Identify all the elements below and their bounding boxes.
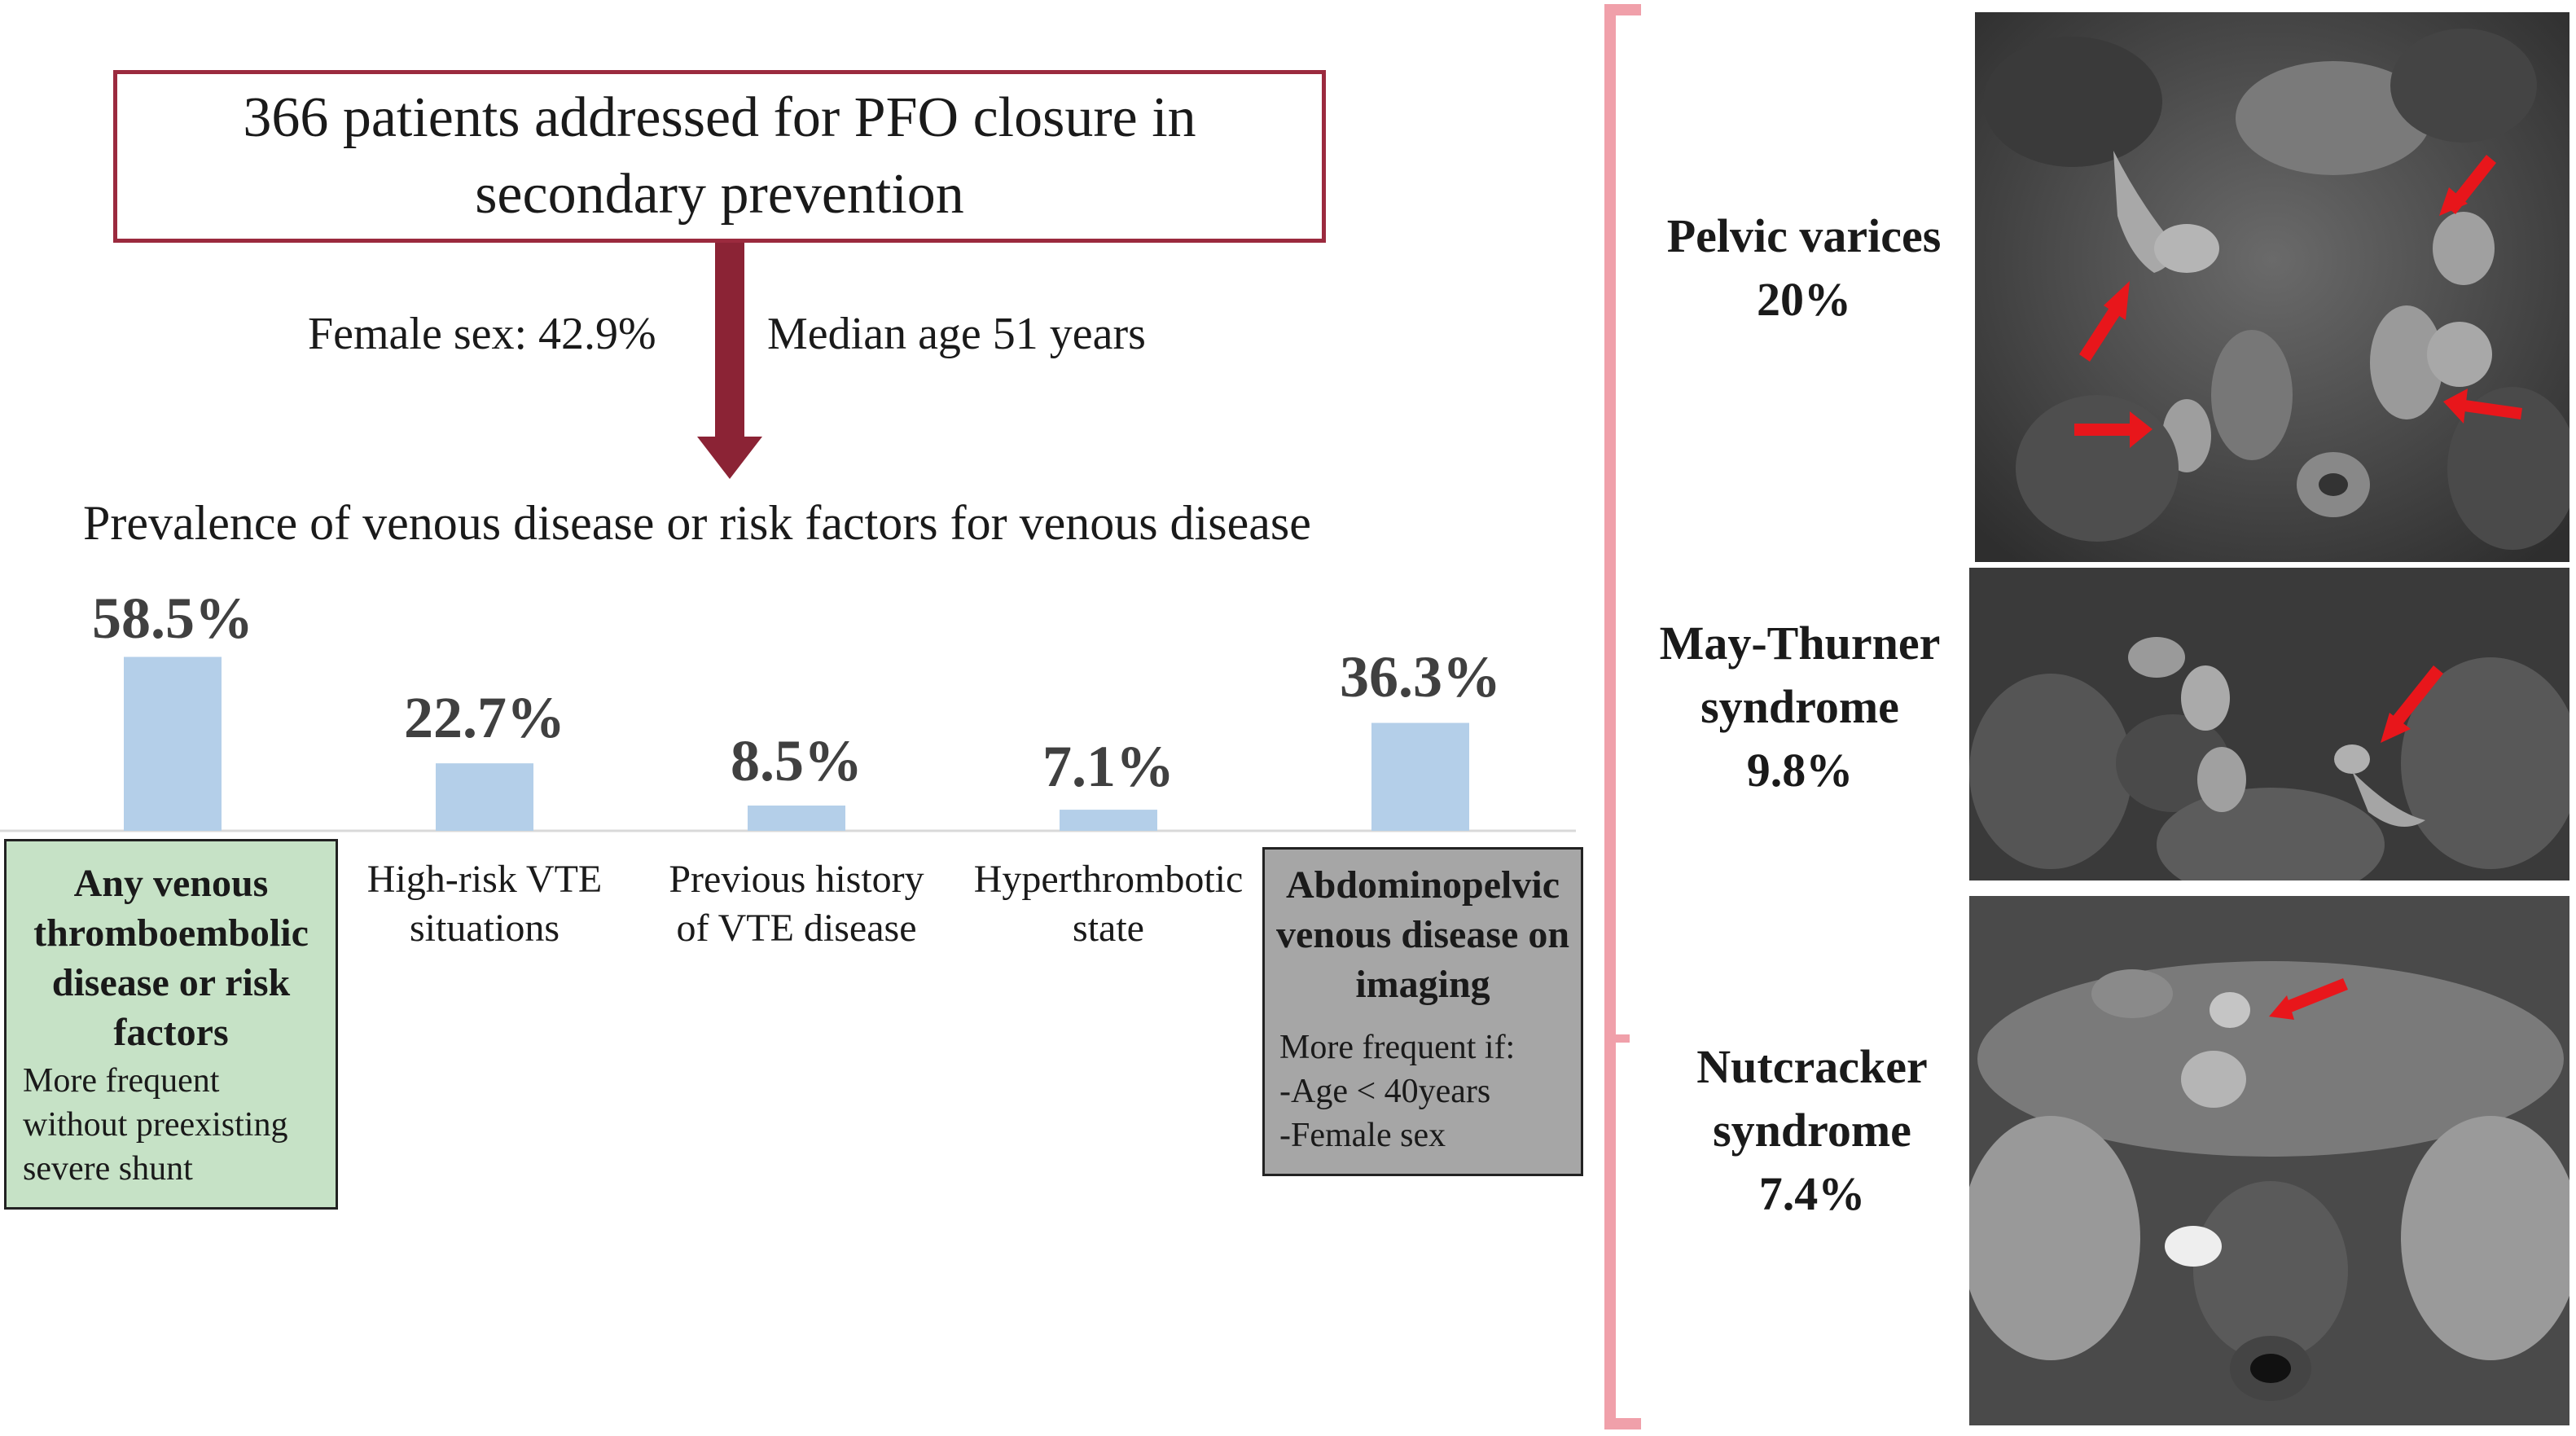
category-label-line: situations (409, 907, 560, 950)
category-label: venous disease on (1275, 913, 1570, 956)
value-label: 36.3% (1340, 644, 1501, 709)
red-arrow-icon (2079, 281, 2130, 362)
cohort-line-2: secondary prevention (475, 163, 964, 226)
gray-category-box: Abdominopelvic venous disease on imaging… (1262, 847, 1583, 1176)
green-category-box: Any venous thromboembolic disease or ris… (4, 839, 338, 1210)
note-line: -Female sex (1279, 1117, 1446, 1154)
median-age-stat: Median age 51 years (767, 309, 1146, 359)
chart-heading: Prevalence of venous disease or risk fac… (83, 496, 1311, 550)
down-arrow-icon (697, 243, 762, 479)
value-label: 22.7% (404, 685, 565, 750)
note-line: More frequent if: (1279, 1029, 1516, 1066)
bar (1371, 722, 1469, 831)
bar (436, 763, 533, 831)
bar (1060, 810, 1157, 831)
nutcracker-mri-image (1969, 896, 2569, 1425)
red-arrow-icon (2269, 978, 2348, 1020)
category-label: imaging (1355, 963, 1490, 1006)
may-thurner-label: May-Thurner syndrome 9.8% (1629, 612, 1971, 802)
category-label-line: state (1073, 907, 1144, 950)
value-label: 7.1% (1042, 734, 1174, 799)
category-label: disease or risk (51, 961, 291, 1004)
nutcracker-label: Nutcracker syndrome 7.4% (1641, 1035, 1983, 1226)
bar (124, 657, 222, 831)
cohort-box: 366 patients addressed for PFO closure i… (113, 70, 1326, 243)
image-label-line: May-Thurner (1659, 617, 1941, 670)
red-arrow-icon (2381, 665, 2443, 743)
pelvic-varices-mri-image (1975, 12, 2569, 562)
red-arrow-icon (2443, 389, 2522, 424)
may-thurner-mri-image (1969, 568, 2569, 880)
image-label-line: 7.4% (1758, 1167, 1866, 1220)
category-label-line: High-risk VTE (366, 858, 603, 901)
bar (748, 805, 845, 831)
image-label-line: syndrome (1701, 680, 1899, 733)
image-label-line: Nutcracker (1696, 1040, 1928, 1093)
category-label-line: Previous history (669, 858, 924, 901)
value-label: 58.5% (92, 586, 253, 651)
category-label-line: Hyperthrombotic (973, 858, 1244, 901)
red-arrow-icon (2439, 155, 2496, 216)
category-label: factors (113, 1011, 229, 1054)
image-label-line: 20% (1757, 273, 1851, 326)
category-label-hyperthrombotic: Hyperthrombotic state (946, 855, 1271, 953)
category-label: Any venous (73, 862, 269, 905)
note-line: severe shunt (23, 1150, 193, 1188)
category-label-line: of VTE disease (676, 907, 917, 950)
note-line: without preexisting (23, 1106, 288, 1144)
note-line: More frequent (23, 1062, 220, 1100)
value-label: 8.5% (731, 728, 862, 793)
image-label-line: 9.8% (1746, 744, 1854, 797)
cohort-line-1: 366 patients addressed for PFO closure i… (243, 86, 1196, 149)
category-label-history: Previous history of VTE disease (634, 855, 959, 953)
red-arrow-icon (2074, 411, 2153, 448)
note-line: -Age < 40years (1279, 1073, 1491, 1110)
image-label-line: syndrome (1713, 1104, 1911, 1157)
bar-chart (0, 657, 1576, 832)
category-label: thromboembolic (33, 911, 309, 955)
pelvic-varices-label: Pelvic varices 20% (1633, 204, 1975, 332)
bracket (1604, 4, 1641, 1429)
image-label-line: Pelvic varices (1666, 209, 1942, 262)
female-sex-stat: Female sex: 42.9% (308, 309, 656, 359)
category-label-high-risk: High-risk VTE situations (322, 855, 647, 953)
category-label: Abdominopelvic (1285, 863, 1560, 907)
